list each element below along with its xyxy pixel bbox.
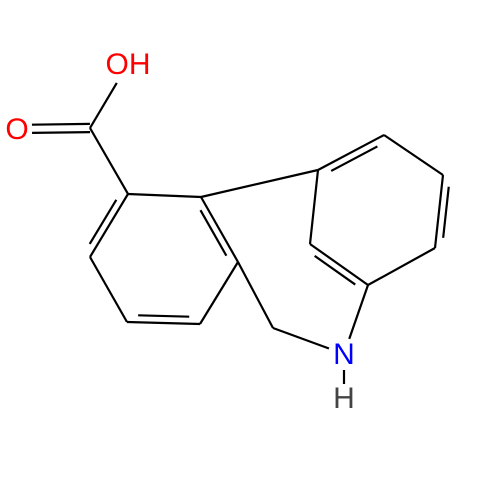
bond — [32, 124, 90, 125]
bond — [349, 285, 368, 339]
atom-label-n: N — [333, 338, 355, 371]
atom-label-oC: O — [5, 113, 28, 146]
bond — [90, 257, 127, 322]
bond — [90, 194, 128, 257]
bond — [315, 256, 356, 285]
bond — [310, 244, 368, 285]
bond — [201, 197, 238, 262]
bond — [201, 170, 318, 197]
bond — [90, 83, 117, 128]
bond — [318, 135, 384, 170]
bond — [127, 322, 200, 324]
bond — [443, 187, 449, 238]
bond — [435, 175, 443, 248]
bond — [273, 328, 329, 348]
bond — [90, 128, 128, 194]
bond — [368, 248, 435, 285]
bond — [384, 135, 443, 175]
bond — [138, 315, 189, 316]
bond — [238, 262, 273, 328]
bond — [200, 262, 238, 324]
atom-label-oH: OH — [106, 48, 151, 81]
atom-label-nh: H — [333, 382, 355, 415]
chemical-structure: NH O OH — [0, 0, 500, 500]
bond — [310, 170, 318, 244]
bond — [128, 194, 201, 197]
bond — [32, 132, 90, 133]
